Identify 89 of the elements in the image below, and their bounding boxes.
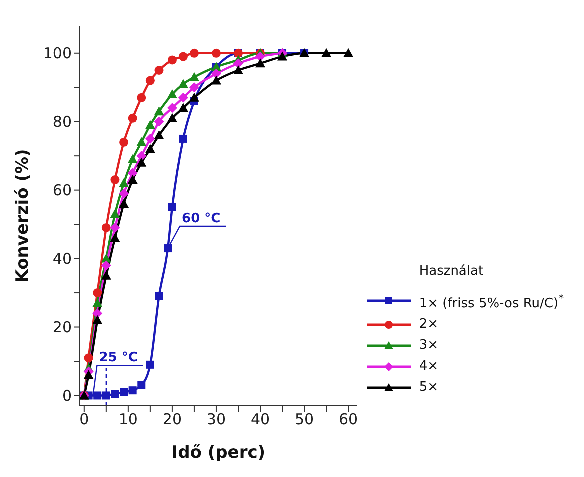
point [154,116,164,127]
point [120,388,128,396]
point [154,66,164,76]
legend-title: Használat [419,262,485,281]
point [92,308,103,319]
point [278,52,288,61]
point [145,120,156,130]
x-axis-title: Idő (perc) [172,443,266,463]
x-tick-label: 30 [206,410,226,429]
point [256,58,266,68]
y-tick-label: 60 [52,182,72,200]
point [189,92,200,102]
point [168,56,177,65]
point [101,260,112,271]
y-tick-label: 100 [43,44,72,63]
point [137,93,146,102]
point [145,144,156,154]
point [145,134,156,144]
point [102,223,111,232]
point [154,106,164,116]
point [190,48,199,58]
point [119,178,130,188]
point [128,154,138,164]
y-tick-label: 0 [62,387,72,406]
point [155,292,164,300]
point [233,66,244,75]
point [322,48,332,58]
point [128,386,137,395]
point [101,270,112,280]
point [168,203,176,212]
point [178,52,188,62]
annotation: 25 °C [99,350,138,366]
point [146,76,155,86]
x-tick-label: 40 [250,410,270,429]
y-tick-label: 80 [52,113,72,132]
point [128,175,138,184]
point [110,222,120,233]
x-tick-label: 60 [339,410,358,429]
point [189,82,200,93]
point [138,381,146,390]
point [136,151,147,162]
point [84,370,94,380]
legend-label: 4× [419,358,439,376]
point [178,92,188,103]
point [120,138,129,147]
y-tick-label: 20 [52,318,72,337]
point [136,137,147,146]
x-tick-label: 10 [118,410,138,429]
point [344,48,354,58]
point [178,79,188,88]
point [256,52,266,62]
y-tick-label: 40 [52,250,72,268]
point [102,392,110,400]
point [167,113,178,122]
point [167,103,178,114]
x-tick-label: 0 [80,410,90,429]
legend-label: 2× [419,316,439,334]
x-tick-label: 20 [162,410,182,429]
point [110,233,120,242]
point [164,244,172,253]
point [212,48,221,58]
point [110,209,120,218]
point [92,315,103,324]
point [119,188,130,199]
point [94,392,102,400]
point [233,58,244,69]
point [146,360,154,369]
point [110,176,120,185]
y-axis-title: Konverzió (%) [13,149,34,283]
point [128,114,138,123]
point [119,199,130,208]
point [154,130,164,140]
point [211,68,222,79]
point [189,72,200,82]
legend-label: 3× [419,337,439,355]
point [93,288,102,298]
point [211,76,222,85]
legend-label: 5× [419,379,439,397]
point [179,134,188,143]
point [178,103,188,112]
x-tick-label: 50 [294,410,314,429]
annotation: 60 °C [182,212,221,227]
legend-label: 1× (friss 5%-os Ru/C)$^{*}$ [419,290,564,313]
point [111,390,120,398]
point [128,168,138,178]
point [136,158,147,167]
point [84,354,94,363]
point [167,89,178,98]
point [92,298,103,308]
